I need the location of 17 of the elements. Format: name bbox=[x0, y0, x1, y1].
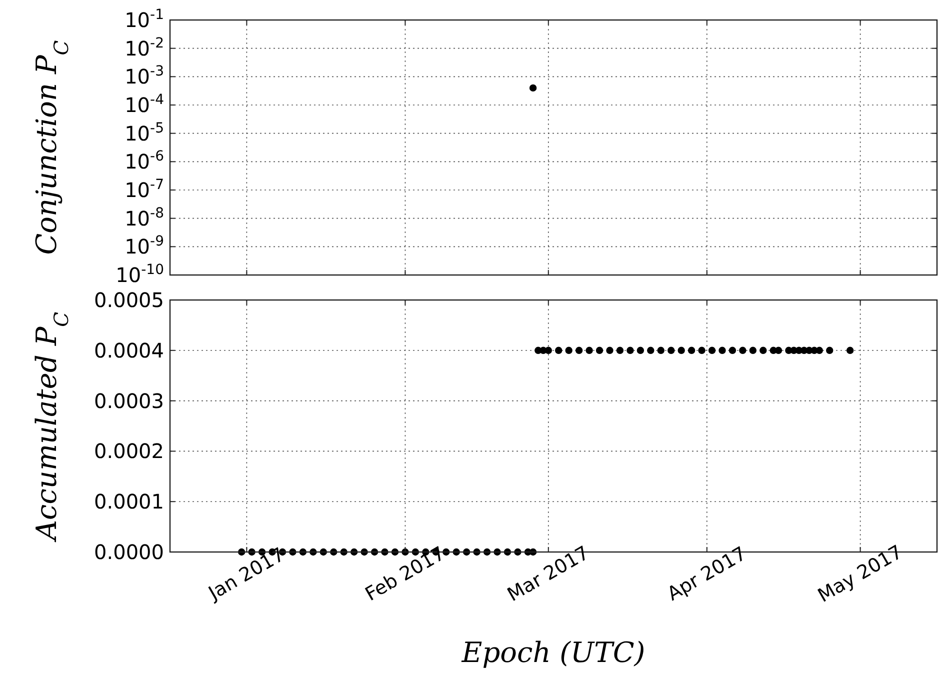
y-tick-label: 10$^{-3}$ bbox=[124, 64, 164, 89]
y-tick-label: 0.0002 bbox=[94, 439, 164, 464]
y-tick-label: 10$^{-5}$ bbox=[124, 120, 164, 146]
y-tick-label: 10$^{-6}$ bbox=[124, 148, 164, 174]
y-tick-label: 0.0004 bbox=[94, 338, 164, 362]
y-tick-label: 0.0001 bbox=[94, 490, 164, 514]
y-tick-label: 10$^{-10}$ bbox=[116, 262, 164, 287]
y-tick-label: 10$^{-2}$ bbox=[124, 35, 164, 60]
y-tick-label: 0.0000 bbox=[94, 540, 164, 564]
y-tick-label: 10$^{-1}$ bbox=[124, 7, 164, 32]
y-tick-label: 10$^{-9}$ bbox=[124, 234, 164, 259]
y-tick-label: 10$^{-8}$ bbox=[124, 205, 164, 230]
y-tick-label: 0.0005 bbox=[94, 288, 164, 312]
y-tick-label: 10$^{-4}$ bbox=[124, 92, 164, 117]
y-tick-label: 10$^{-7}$ bbox=[124, 177, 164, 202]
x-axis-title: Epoch (UTC) bbox=[460, 636, 646, 669]
y-tick-label: 0.0003 bbox=[94, 388, 164, 413]
